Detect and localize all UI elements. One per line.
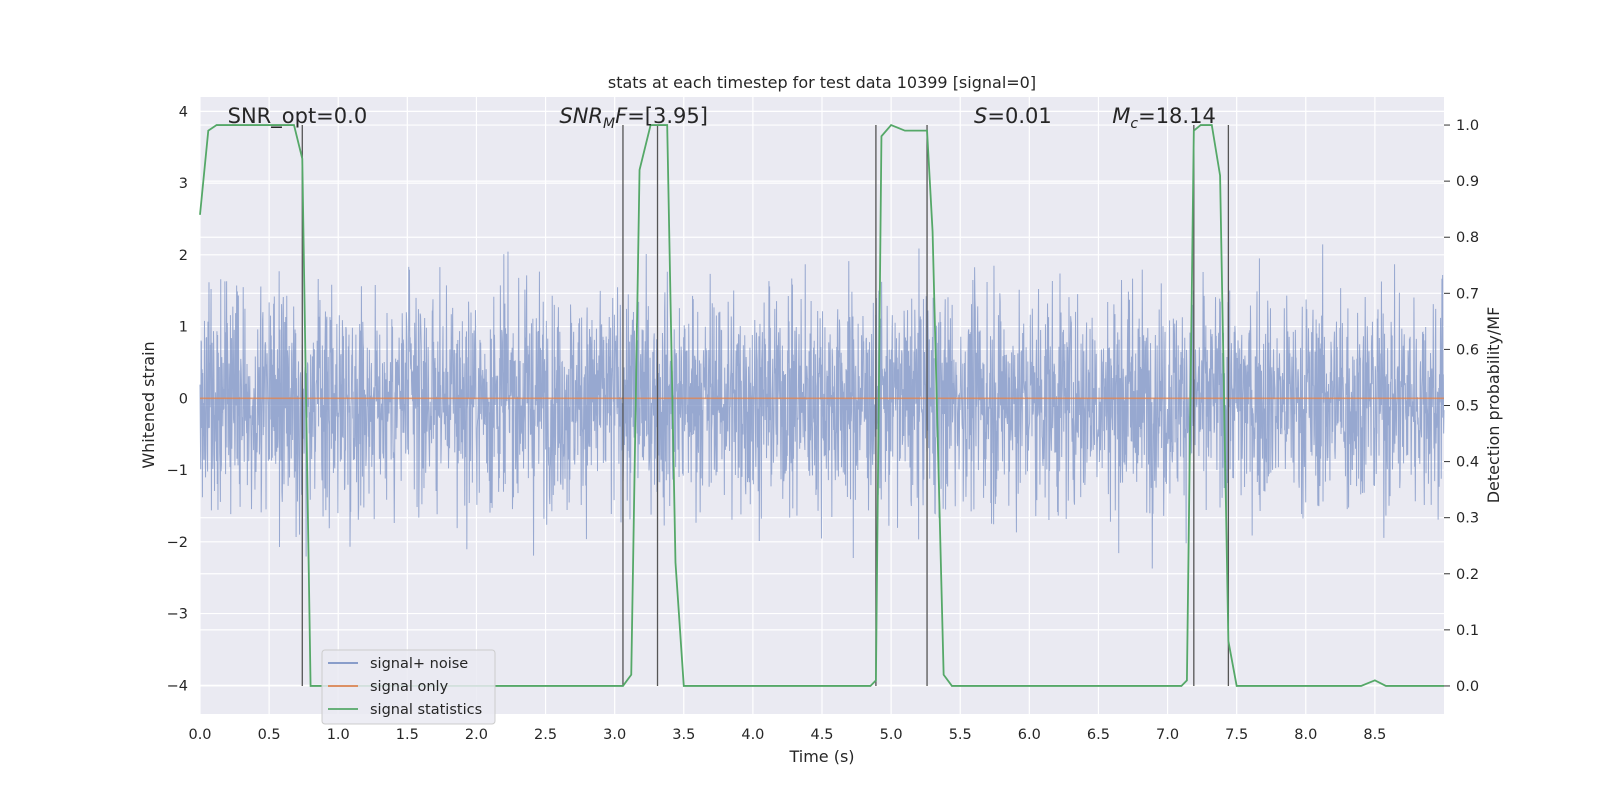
y-right-tick-label: 0.1 [1456, 623, 1479, 639]
x-tick-label: 4.5 [810, 727, 833, 743]
x-tick-label: 3.5 [672, 727, 695, 743]
y-tick-label: −1 [167, 463, 188, 479]
y-right-tick-label: 0.5 [1456, 399, 1479, 415]
x-tick-label: 2.0 [465, 727, 488, 743]
y-right-tick-label: 0.7 [1456, 286, 1479, 302]
y-right-tick-label: 0.2 [1456, 567, 1479, 583]
x-tick-label: 8.0 [1294, 727, 1317, 743]
x-tick-label: 0.0 [188, 727, 211, 743]
y-tick-label: −2 [167, 535, 188, 551]
y-right-tick-label: 0.3 [1456, 511, 1479, 527]
y-right-axis-label: Detection probability/MF [1484, 307, 1503, 504]
x-tick-label: 0.5 [258, 727, 281, 743]
y-right-tick-label: 0.6 [1456, 342, 1479, 358]
x-tick-label: 8.5 [1363, 727, 1386, 743]
annotation-mc: Mc=18.14 [1112, 104, 1216, 132]
y-tick-label: 2 [179, 248, 188, 264]
legend-label-signal-noise: signal+ noise [370, 656, 468, 672]
y-tick-label: 4 [179, 104, 188, 120]
vertical-lines [301, 125, 1230, 686]
y-right-tick-label: 0.0 [1456, 679, 1479, 695]
x-tick-label: 1.5 [396, 727, 419, 743]
y-tick-label: 0 [179, 391, 188, 407]
y-right-tick-label: 1.0 [1456, 118, 1479, 134]
y-tick-label: −4 [167, 678, 188, 694]
x-tick-label: 6.0 [1018, 727, 1041, 743]
y-right-tick-label: 0.4 [1456, 455, 1479, 471]
x-tick-labels: 0.0 0.5 1.0 1.5 2.0 2.5 3.0 3.5 4.0 4.5 5.0 5.5 6.0 6… [188, 727, 1386, 743]
x-tick-label: 7.0 [1156, 727, 1179, 743]
y-tick-labels: 4 3 2 1 0 −1 −2 −3 −4 [167, 104, 188, 694]
x-tick-label: 7.5 [1225, 727, 1248, 743]
x-tick-label: 5.5 [949, 727, 972, 743]
x-axis-label: Time (s) [788, 747, 854, 766]
y-tick-label: 1 [179, 320, 188, 336]
x-tick-label: 3.0 [603, 727, 626, 743]
y-right-tick-labels: 1.0 0.9 0.8 0.7 0.6 0.5 0.4 0.3 0.2 0.1 0.0 [1456, 118, 1479, 695]
x-tick-label: 2.5 [534, 727, 557, 743]
legend: signal+ noise signal only signal statist… [321, 649, 496, 725]
annotation-snr-opt: SNR_opt=0.0 [228, 104, 368, 129]
annotation-s: S=0.01 [974, 104, 1052, 128]
annotation-snr-mf: SNRMF=[3.95] [559, 104, 708, 132]
y-axis-label: Whitened strain [139, 341, 158, 468]
x-tick-label: 1.0 [327, 727, 350, 743]
series-signal-noise [199, 244, 1445, 569]
legend-label-signal-statistics: signal statistics [370, 702, 482, 718]
x-tick-label: 4.0 [741, 727, 764, 743]
x-tick-label: 6.5 [1087, 727, 1110, 743]
y-right-tick-label: 0.9 [1456, 174, 1479, 190]
y-right-tick-label: 0.8 [1456, 230, 1479, 246]
y-tick-label: −3 [167, 607, 188, 623]
chart-title: stats at each timestep for test data 103… [608, 73, 1036, 92]
y-tick-label: 3 [179, 176, 188, 192]
x-tick-label: 5.0 [880, 727, 903, 743]
legend-label-signal-only: signal only [370, 679, 449, 695]
